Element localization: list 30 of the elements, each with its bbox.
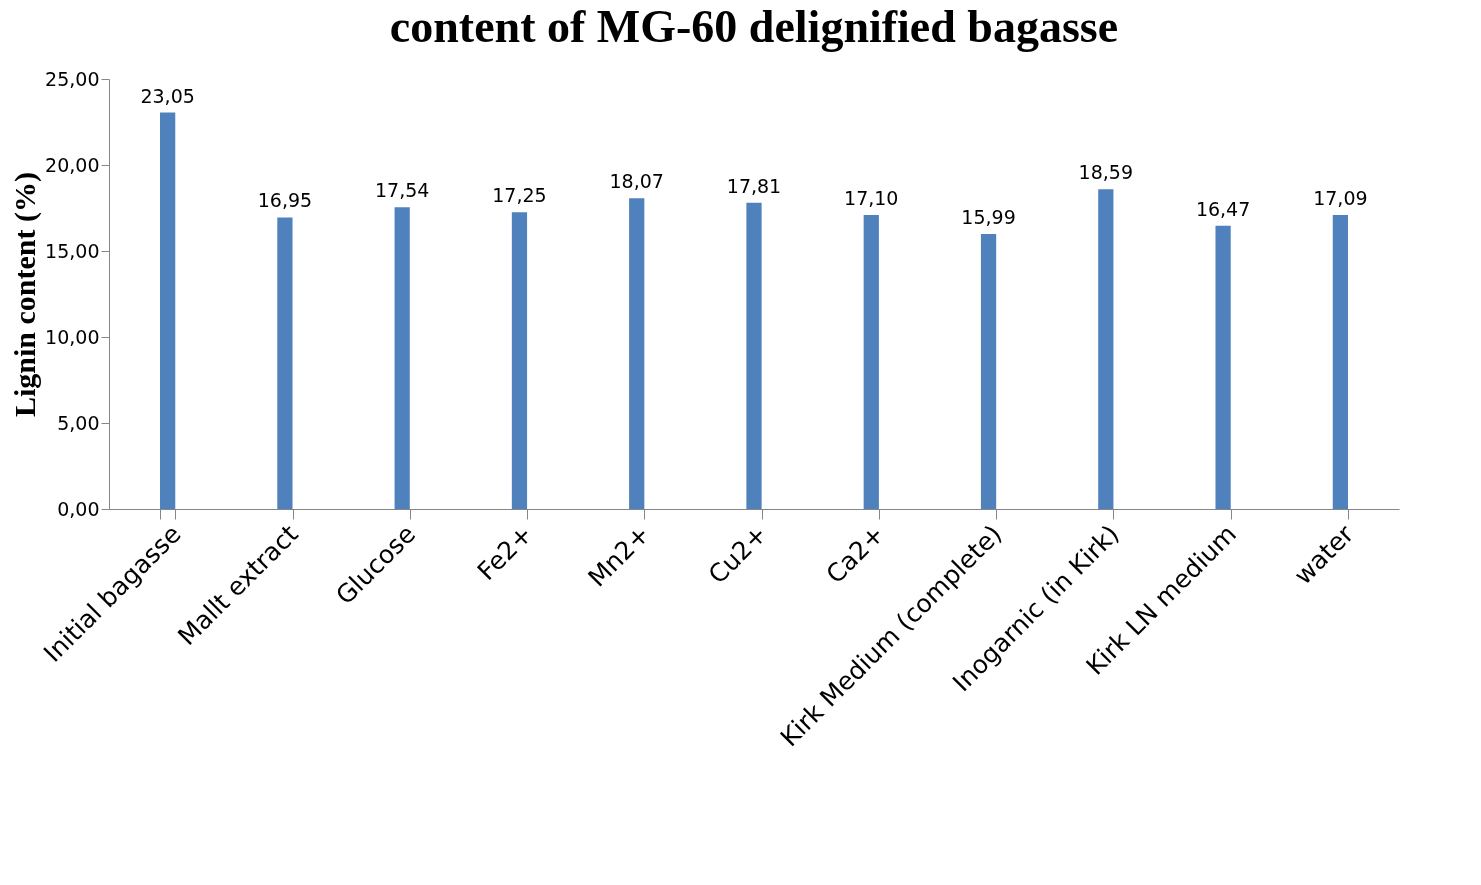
- y-axis-title: Lignin content (%): [8, 171, 43, 418]
- data-label: 17,25: [492, 184, 547, 207]
- bar: [511, 212, 528, 509]
- data-label: 16,47: [1195, 197, 1251, 220]
- data-label: 16,95: [257, 189, 313, 212]
- bar: [980, 233, 997, 509]
- y-tick-label: 25,00: [45, 67, 100, 90]
- bar: [746, 202, 762, 509]
- data-label: 18,59: [1078, 161, 1134, 184]
- bar: [277, 217, 293, 509]
- data-label: 18,07: [609, 170, 664, 193]
- bar: [863, 214, 879, 509]
- bar: [1332, 215, 1348, 509]
- y-tick-label: 20,00: [45, 153, 100, 176]
- data-label: 17,10: [844, 186, 899, 209]
- bar: [160, 112, 176, 509]
- data-label: 17,09: [1313, 187, 1368, 210]
- bar: [394, 207, 410, 509]
- data-label: 23,05: [140, 84, 195, 107]
- y-tick-label: 10,00: [45, 325, 100, 348]
- y-tick-label: 5,00: [57, 411, 100, 434]
- bar: [1215, 225, 1231, 509]
- bar: [1098, 189, 1114, 509]
- data-label: 15,99: [961, 205, 1016, 228]
- y-tick-label: 0,00: [57, 497, 100, 520]
- data-label: 17,54: [374, 179, 430, 202]
- chart-title: content of MG-60 delignified bagasse: [389, 1, 1119, 52]
- y-tick-label: 15,00: [45, 239, 100, 262]
- data-label: 17,81: [726, 174, 782, 197]
- bar: [629, 198, 645, 509]
